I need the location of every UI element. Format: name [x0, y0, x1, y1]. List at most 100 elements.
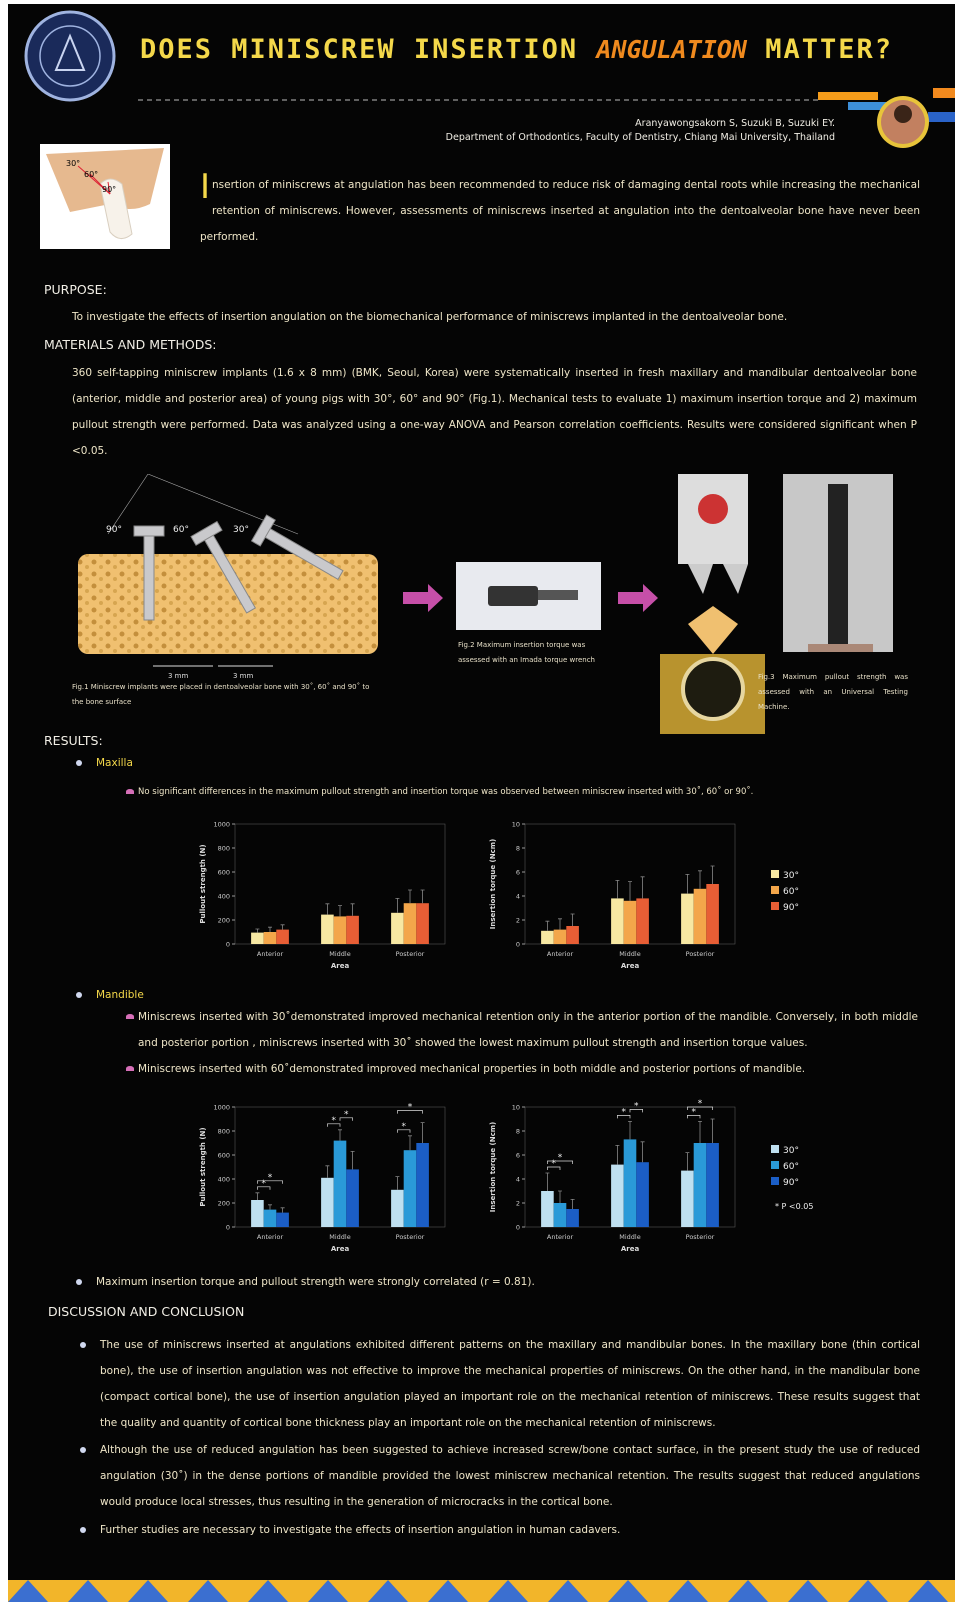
intro-angle: 30°	[66, 159, 80, 168]
affiliation: Department of Orthodontics, Faculty of D…	[445, 132, 835, 143]
purpose-text: To investigate the effects of insertion …	[72, 311, 788, 323]
y-tick-label: 200	[218, 1200, 230, 1208]
intro-angle: 90°	[102, 185, 116, 194]
error-bar	[545, 1172, 550, 1191]
finding: Miniscrews inserted with 60˚demonstrated…	[138, 1063, 806, 1075]
bullet	[80, 1342, 86, 1348]
y-tick-label: 0	[226, 941, 230, 949]
y-tick-label: 800	[218, 1128, 230, 1136]
y-tick-label: 10	[512, 1104, 520, 1112]
x-tick-label: Posterior	[686, 1233, 715, 1241]
sig-bracket	[397, 1129, 411, 1133]
bar	[693, 1143, 707, 1227]
x-tick-label: Anterior	[547, 1233, 574, 1241]
bar	[263, 932, 277, 944]
bar	[416, 903, 429, 944]
error-bar	[268, 1204, 272, 1210]
y-tick-label: 2	[516, 1200, 520, 1208]
error-bar	[350, 1151, 355, 1170]
bar	[321, 914, 334, 944]
finding: No significant differences in the maximu…	[138, 787, 754, 797]
footer-stripe	[8, 1580, 955, 1602]
error-bar	[710, 865, 715, 884]
poster: DOES MINISCREW INSERTION ANGULATION MATT…	[8, 4, 955, 1602]
x-axis-label: Area	[621, 1245, 640, 1253]
error-bar	[685, 1152, 690, 1171]
correlation: Maximum insertion torque and pullout str…	[96, 1276, 535, 1288]
error-bar	[698, 870, 702, 889]
error-bar	[255, 928, 260, 933]
bar	[623, 1139, 637, 1227]
error-bar	[615, 1145, 620, 1165]
y-tick-label: 600	[218, 1152, 230, 1160]
title: DOES MINISCREW INSERTION ANGULATION MATT…	[140, 34, 893, 65]
error-bar	[570, 913, 575, 926]
y-tick-label: 200	[218, 917, 230, 925]
bar	[553, 1203, 567, 1227]
legend-swatch	[771, 870, 779, 878]
sig-bracket	[617, 1115, 631, 1119]
finding: Miniscrews inserted with 30˚demonstrated…	[138, 1011, 918, 1049]
legend-label: 60°	[783, 887, 799, 897]
x-tick-label: Middle	[329, 1233, 350, 1241]
bar	[251, 932, 264, 944]
y-tick-label: 6	[516, 1152, 520, 1160]
bar	[263, 1209, 277, 1227]
bar	[321, 1177, 334, 1227]
legend-swatch	[771, 1177, 779, 1185]
fig1-angle: 60°	[173, 525, 189, 535]
fig1-spacing: 3 mm	[233, 672, 253, 680]
x-axis-label: Area	[621, 962, 640, 970]
error-bar	[280, 924, 285, 930]
error-bar	[325, 1165, 330, 1178]
error-bar	[280, 1207, 285, 1213]
y-axis-label: Insertion torque (Ncm)	[489, 1122, 497, 1212]
sig-mark: *	[558, 1153, 563, 1163]
y-axis-label: Insertion torque (Ncm)	[489, 839, 497, 929]
y-tick-label: 0	[516, 1224, 520, 1232]
sig-bracket	[629, 1109, 643, 1113]
bar	[276, 1212, 289, 1227]
y-tick-label: 800	[218, 845, 230, 853]
legend-label: 30°	[783, 871, 799, 881]
y-tick-label: 2	[516, 917, 520, 925]
sig-bracket	[397, 1110, 423, 1114]
sig-mark: *	[401, 1122, 406, 1132]
error-bar	[615, 880, 620, 899]
bar	[681, 893, 694, 944]
sig-mark: *	[698, 1099, 703, 1109]
bar	[333, 1140, 347, 1227]
sub-bullet	[126, 1014, 134, 1019]
error-bar	[570, 1199, 575, 1209]
x-tick-label: Anterior	[257, 950, 284, 958]
bar	[391, 1189, 404, 1227]
y-axis-label: Pullout strength (N)	[199, 1127, 207, 1206]
x-tick-label: Anterior	[257, 1233, 284, 1241]
sig-mark: *	[551, 1159, 556, 1169]
sig-mark: *	[621, 1107, 626, 1117]
pullout-chart: 0 200 400 600 800 1000 Pullout strength (N) Are…	[199, 821, 446, 970]
sig-bracket	[687, 1106, 713, 1110]
y-tick-label: 400	[218, 1176, 230, 1184]
error-bar	[640, 876, 645, 899]
error-bar	[558, 1190, 562, 1203]
y-axis-label: Pullout strength (N)	[199, 844, 207, 923]
sig-bracket	[687, 1115, 701, 1119]
bullet	[76, 992, 82, 998]
bar	[681, 1170, 694, 1227]
sig-mark: *	[331, 1116, 336, 1126]
legend-swatch	[771, 902, 779, 910]
x-tick-label: Anterior	[547, 950, 574, 958]
x-tick-label: Middle	[619, 950, 640, 958]
x-tick-label: Middle	[329, 950, 350, 958]
x-axis-label: Area	[331, 962, 350, 970]
legend-label: 60°	[783, 1162, 799, 1172]
sub-bullet	[126, 1066, 134, 1071]
authors: Aranyawongsakorn S, Suzuki B, Suzuki EY.…	[446, 117, 835, 145]
bar	[541, 930, 554, 944]
sig-bracket	[547, 1166, 561, 1170]
bar	[346, 1169, 359, 1227]
sig-mark: *	[344, 1110, 349, 1120]
error-bar	[350, 903, 355, 916]
error-bar	[640, 1141, 645, 1163]
